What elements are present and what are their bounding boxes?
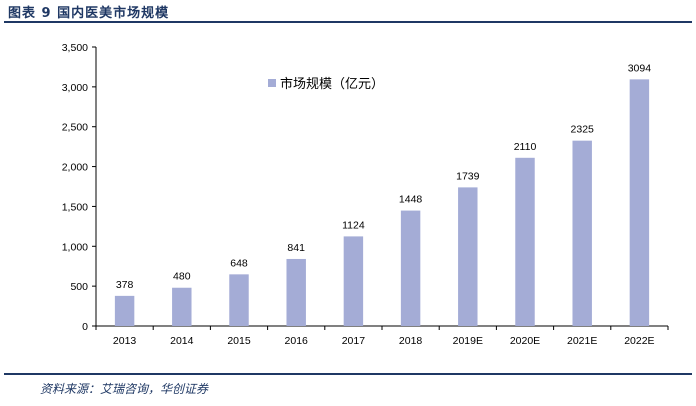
x-tick-label: 2019E: [453, 335, 483, 347]
y-tick-label: 500: [70, 281, 88, 293]
bar-value-label: 1448: [399, 194, 423, 206]
x-tick-label: 2014: [170, 335, 194, 347]
legend-swatch: [268, 79, 276, 87]
header-rule: [4, 21, 692, 23]
bar: [629, 79, 650, 326]
bar: [343, 236, 364, 326]
x-tick-label: 2013: [113, 335, 137, 347]
x-tick-label: 2018: [399, 335, 423, 347]
x-tick-label: 2017: [342, 335, 366, 347]
x-tick-label: 2015: [227, 335, 251, 347]
y-tick-label: 3,500: [62, 42, 88, 54]
bar: [572, 140, 592, 326]
legend-label: 市场规模（亿元）: [280, 76, 384, 92]
bar: [400, 210, 421, 326]
y-tick-label: 0: [82, 321, 88, 333]
bars: [114, 79, 650, 326]
y-tick-label: 2,500: [62, 122, 88, 134]
y-tick-label: 1,000: [62, 241, 88, 253]
bar: [515, 157, 535, 326]
bar-value-label: 648: [230, 257, 248, 269]
figure-title: 图表 9 国内医美市场规模: [8, 6, 170, 21]
bar-value-label: 2110: [514, 141, 537, 153]
source-note: 资料来源：艾瑞咨询，华创证券: [40, 382, 209, 396]
y-axis: 0 500 1,000 1,500 2,000 2,500 3,000 3,500: [62, 42, 97, 333]
y-tick-label: 3,000: [62, 82, 88, 94]
bar: [172, 287, 192, 326]
bar: [458, 187, 478, 326]
x-axis: 2013 2014 2015 2016 2017 2018 2019E 2020E 2021E 2…: [95, 325, 669, 347]
y-tick-label: 1,500: [62, 201, 88, 213]
bar: [286, 258, 306, 326]
bar-value-label: 480: [173, 271, 191, 283]
x-tick-label: 2016: [285, 335, 309, 347]
bar-value-label: 841: [287, 242, 305, 254]
x-tick-label: 2020E: [510, 335, 540, 347]
bar-value-label: 378: [116, 279, 134, 291]
x-tick-label: 2022E: [624, 335, 654, 347]
bar-value-label: 3094: [628, 62, 652, 74]
value-labels: 378 480 648 841 1124 1448 1739 2110 2325 3094: [116, 62, 651, 291]
y-tick-label: 2,000: [62, 162, 88, 174]
bar: [229, 274, 249, 326]
legend: 市场规模（亿元）: [268, 76, 384, 92]
bar-value-label: 1124: [342, 219, 365, 231]
x-tick-label: 2021E: [567, 335, 597, 347]
bar-value-label: 1739: [456, 170, 480, 182]
bar: [114, 295, 135, 326]
footer-rule: [4, 373, 692, 375]
bar-value-label: 2325: [571, 124, 595, 136]
